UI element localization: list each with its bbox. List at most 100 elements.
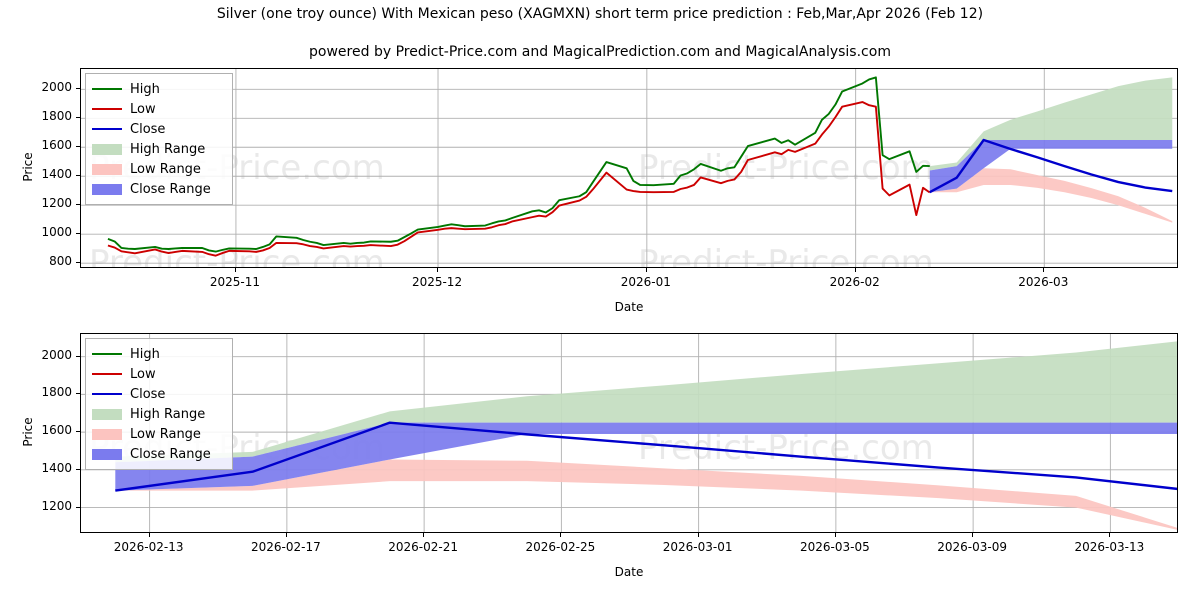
watermark-text: Predict-Price.com (638, 148, 934, 188)
overview-low-line (107, 101, 931, 257)
legend-item-label: Close (130, 121, 166, 137)
legend-item-label: Low Range (130, 161, 201, 177)
overview-legend: High Low Close High Range Low Range Close Ran… (85, 73, 233, 205)
legend-swatch-icon (92, 408, 122, 420)
forecast-y-tick-label: 1200 (41, 498, 72, 513)
overview-y-tick-label: 800 (49, 254, 72, 269)
overview-x-tickmark (437, 268, 439, 272)
forecast-y-tick-label: 1600 (41, 423, 72, 438)
overview-legend-item: Low (92, 99, 224, 119)
legend-item-label: High (130, 346, 160, 362)
overview-legend-item: Close (92, 119, 224, 139)
legend-swatch-icon (92, 428, 122, 440)
overview-x-tick-label: 2025-11 (209, 275, 260, 289)
overview-x-tick-label: 2026-02 (829, 275, 880, 289)
legend-swatch-icon (92, 368, 122, 380)
legend-swatch-icon (92, 163, 122, 175)
forecast-x-tick-label: 2026-03-09 (937, 540, 1007, 554)
page-title: Silver (one troy ounce) With Mexican pes… (216, 6, 984, 22)
overview-y-tick-label: 1600 (41, 138, 72, 153)
overview-x-tick-label: 2026-01 (620, 275, 671, 289)
forecast-x-tickmark (423, 533, 425, 537)
forecast-legend-item: High Range (92, 404, 224, 424)
overview-legend-item: High (92, 79, 224, 99)
overview-x-axis-label: Date (614, 300, 644, 314)
forecast-y-tickmark (76, 355, 80, 357)
forecast-legend: High Low Close High Range Low Range Close Ran… (85, 338, 233, 470)
forecast-legend-item: Low Range (92, 424, 224, 444)
forecast-x-tickmark (148, 533, 150, 537)
overview-low-range-band (929, 168, 1173, 223)
legend-item-label: Low (130, 366, 156, 382)
forecast-x-tickmark (285, 533, 287, 537)
forecast-close-line (115, 421, 1177, 492)
overview-y-tick-label: 1200 (41, 196, 72, 211)
forecast-x-tick-label: 2026-02-13 (113, 540, 184, 554)
forecast-x-tick-label: 2026-02-21 (388, 540, 458, 554)
forecast-y-tick-label: 1800 (41, 385, 72, 400)
forecast-x-tick-label: 2026-02-17 (251, 540, 321, 554)
legend-item-label: Close Range (130, 446, 211, 462)
legend-item-label: Low Range (130, 426, 201, 442)
legend-swatch-icon (92, 448, 122, 460)
overview-y-tickmark (76, 204, 80, 206)
overview-y-tickmark (76, 233, 80, 235)
legend-item-label: High (130, 81, 160, 97)
overview-x-tickmark (234, 268, 236, 272)
legend-item-label: Low (130, 101, 156, 117)
overview-x-tick-label: 2026-03 (1018, 275, 1069, 289)
overview-y-tick-label: 1000 (41, 225, 72, 240)
forecast-y-tickmark (76, 506, 80, 508)
legend-swatch-icon (92, 123, 122, 135)
overview-y-tick-label: 1800 (41, 109, 72, 124)
forecast-y-tickmark (76, 393, 80, 395)
overview-y-tickmark (76, 175, 80, 177)
forecast-x-tick-label: 2026-03-13 (1074, 540, 1145, 554)
overview-high-range-band (929, 77, 1173, 171)
legend-item-label: Close (130, 386, 166, 402)
overview-close-range-band (929, 140, 1173, 193)
forecast-close-range-band (115, 422, 1177, 491)
forecast-y-tick-label: 2000 (41, 347, 72, 362)
overview-close-line (929, 138, 1173, 194)
overview-x-tickmark (645, 268, 647, 272)
legend-item-label: Close Range (130, 181, 211, 197)
forecast-plot: Predict-Price.com Predict-Price.com (81, 334, 1177, 532)
forecast-x-tick-label: 2026-02-25 (525, 540, 596, 554)
overview-y-tickmark (76, 88, 80, 90)
overview-plot: Predict-Price.com Predict-Price.comPredic… (81, 69, 1177, 268)
forecast-legend-item: Low (92, 364, 224, 384)
watermark-text: Predict-Price.com (638, 243, 934, 268)
forecast-high-range-band (115, 341, 1177, 463)
overview-legend-item: High Range (92, 139, 224, 159)
legend-swatch-icon (92, 103, 122, 115)
legend-item-label: High Range (130, 141, 206, 157)
forecast-x-tickmark (697, 533, 699, 537)
forecast-detail-chart-panel: Predict-Price.com Predict-Price.com (80, 333, 1178, 533)
forecast-x-axis-label: Date (614, 565, 644, 579)
forecast-x-tick-label: 2026-03-01 (662, 540, 733, 554)
forecast-y-tick-label: 1400 (41, 460, 72, 475)
overview-x-tickmark (1043, 268, 1045, 272)
legend-swatch-icon (92, 183, 122, 195)
overview-chart-panel: Predict-Price.com Predict-Price.com Predic… (80, 68, 1178, 268)
overview-high-line (107, 76, 930, 253)
legend-swatch-icon (92, 143, 122, 155)
overview-x-tick-label: 2025-12 (411, 275, 463, 289)
overview-y-tick-label: 1400 (41, 167, 72, 182)
overview-y-tickmark (76, 146, 80, 148)
forecast-x-tickmark (560, 533, 562, 537)
legend-item-label: High Range (130, 406, 206, 422)
overview-y-tickmark (76, 117, 80, 119)
forecast-y-tickmark (76, 431, 80, 433)
overview-axes-frame: Predict-Price.com Predict-Price.com Predic… (80, 68, 1178, 268)
overview-y-tick-label: 2000 (41, 80, 72, 95)
page-subtitle: powered by Predict-Price.com and Magical… (309, 44, 891, 60)
legend-swatch-icon (92, 83, 122, 95)
legend-swatch-icon (92, 388, 122, 400)
legend-swatch-icon (92, 348, 122, 360)
overview-legend-item: Close Range (92, 179, 224, 199)
forecast-legend-item: Close Range (92, 444, 224, 464)
forecast-x-tickmark (834, 533, 836, 537)
overview-legend-item: Low Range (92, 159, 224, 179)
